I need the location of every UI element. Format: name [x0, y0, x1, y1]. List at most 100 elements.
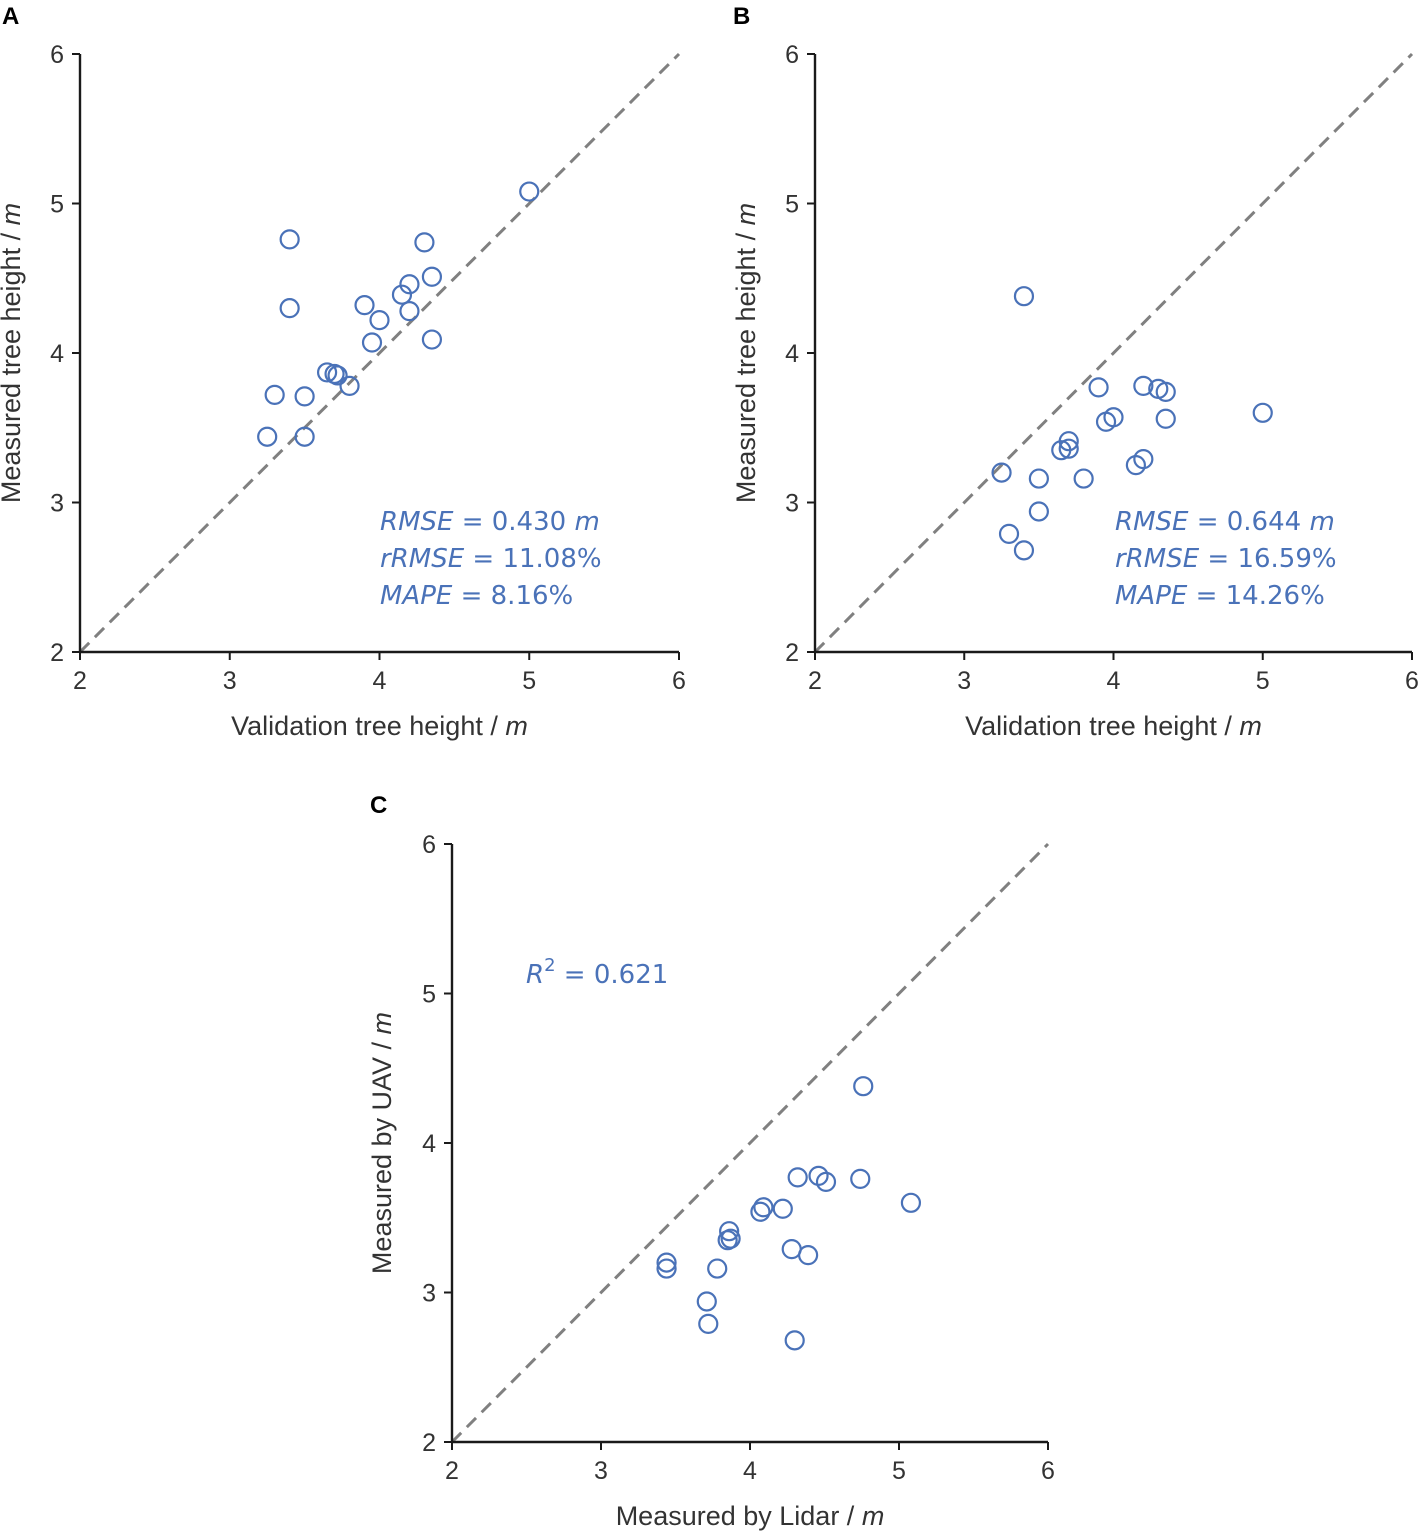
data-point-c [853, 1076, 874, 1097]
x-tick-label-b: 5 [1256, 667, 1270, 695]
data-point-a [421, 266, 443, 287]
y-axis-label-b-unit: m [731, 203, 761, 226]
x-tick-label-b: 4 [1107, 667, 1121, 695]
data-point-a [369, 310, 390, 331]
data-point-b [1088, 377, 1109, 398]
data-point-b [1133, 375, 1154, 396]
x-axis-label-b-text: Validation tree height / [965, 711, 1239, 741]
x-axis-label-c: Measured by Lidar / m [616, 1501, 885, 1531]
data-point-c [750, 1201, 771, 1222]
data-point-a [519, 181, 540, 202]
x-axis-label-c-unit: m [862, 1501, 885, 1531]
data-point-b [1028, 501, 1049, 522]
x-tick-label-b: 2 [808, 667, 822, 695]
data-point-c [772, 1198, 793, 1219]
data-point-a [399, 274, 420, 295]
data-point-b [1058, 438, 1079, 459]
data-point-b [1028, 468, 1049, 489]
y-tick-label-c: 5 [422, 981, 436, 1009]
y-axis-label-c-text: Measured by UAV / [367, 1034, 397, 1274]
data-point-a [361, 332, 383, 353]
y-axis-label-a-unit: m [0, 203, 26, 226]
data-point-a [339, 375, 360, 396]
x-tick-label-a: 3 [223, 667, 237, 695]
x-tick-label-a: 5 [522, 667, 536, 695]
x-tick-label-c: 5 [892, 1457, 906, 1485]
data-point-a [279, 298, 300, 319]
reference-line-c [450, 842, 1050, 1444]
x-tick-label-a: 4 [373, 667, 387, 695]
data-point-c [850, 1168, 871, 1189]
x-axis-label-b-unit: m [1239, 711, 1262, 741]
stat-value: = 0.621 [556, 960, 669, 990]
y-tick-label-c: 2 [422, 1429, 436, 1457]
x-tick-label-c: 4 [743, 1457, 757, 1485]
data-point-a [391, 284, 413, 305]
x-tick-label-b: 3 [957, 667, 971, 695]
data-point-c [798, 1245, 819, 1266]
stat-name: rRMSE [1115, 544, 1200, 574]
stat-name: MAPE [380, 581, 453, 611]
stat-name: RMSE [380, 507, 454, 537]
stat-value: = 8.16% [452, 581, 573, 611]
y-axis-label-c: Measured by UAV / m [367, 1012, 397, 1274]
stat-r-c: R2 = 0.621 [526, 955, 668, 990]
data-point-a [354, 295, 375, 316]
x-tick-label-c: 3 [594, 1457, 608, 1485]
data-point-c [753, 1197, 774, 1218]
data-point-c [717, 1230, 738, 1251]
x-axis-label-a: Validation tree height / m [231, 711, 528, 741]
data-point-c [656, 1252, 677, 1273]
x-axis-label-a-text: Validation tree height / [231, 711, 505, 741]
data-point-a [414, 232, 435, 253]
data-point-a [316, 362, 338, 383]
y-tick-label-b: 5 [785, 191, 799, 219]
panel-letter-a: A [2, 3, 19, 30]
data-point-c [698, 1313, 719, 1334]
data-point-a [294, 426, 315, 447]
data-point-c [815, 1171, 837, 1192]
x-tick-label-b: 6 [1405, 667, 1418, 695]
y-tick-label-b: 2 [785, 639, 799, 667]
stat-superscript: 2 [544, 955, 555, 976]
data-point-b [1125, 455, 1146, 476]
stat-mape-a: MAPE = 8.16% [380, 581, 573, 611]
stat-rrmse-a: rRMSE = 11.08% [380, 544, 602, 574]
y-tick-label-a: 2 [50, 639, 64, 667]
x-axis-label-c-text: Measured by Lidar / [616, 1501, 862, 1531]
data-point-c [787, 1167, 808, 1188]
stat-rrmse-b: rRMSE = 16.59% [1115, 544, 1337, 574]
reference-line-a [78, 52, 681, 654]
stat-unit: m [574, 507, 599, 537]
data-point-b [1095, 411, 1117, 432]
y-axis-label-b: Measured tree height / m [731, 203, 761, 503]
y-axis-label-a-text: Measured tree height / [0, 225, 26, 503]
data-point-c [719, 1221, 740, 1242]
y-tick-label-c: 6 [422, 831, 436, 859]
y-axis-label-a: Measured tree height / m [0, 203, 26, 503]
data-point-b [991, 462, 1012, 483]
data-point-c [696, 1291, 717, 1312]
y-tick-label-b: 4 [785, 340, 799, 368]
y-tick-label-c: 3 [422, 1280, 436, 1308]
stat-name: MAPE [1115, 581, 1188, 611]
data-point-a [279, 229, 300, 250]
y-axis-label-c-unit: m [367, 1012, 397, 1035]
stat-value: = 14.26% [1187, 581, 1324, 611]
stat-name: RMSE [1115, 507, 1189, 537]
y-tick-label-a: 4 [50, 340, 64, 368]
data-point-b [1252, 402, 1273, 423]
stat-value: = 0.644 [1188, 507, 1309, 537]
data-point-b [1073, 468, 1094, 489]
data-point-b [1013, 540, 1035, 561]
y-tick-label-a: 3 [50, 490, 64, 518]
panel-letter-c: C [370, 792, 387, 819]
x-tick-label-c: 2 [445, 1457, 459, 1485]
y-tick-label-a: 5 [50, 191, 64, 219]
y-tick-label-a: 6 [50, 41, 64, 69]
data-point-c [707, 1258, 728, 1279]
reference-line-b [813, 52, 1414, 654]
data-point-a [327, 365, 348, 386]
